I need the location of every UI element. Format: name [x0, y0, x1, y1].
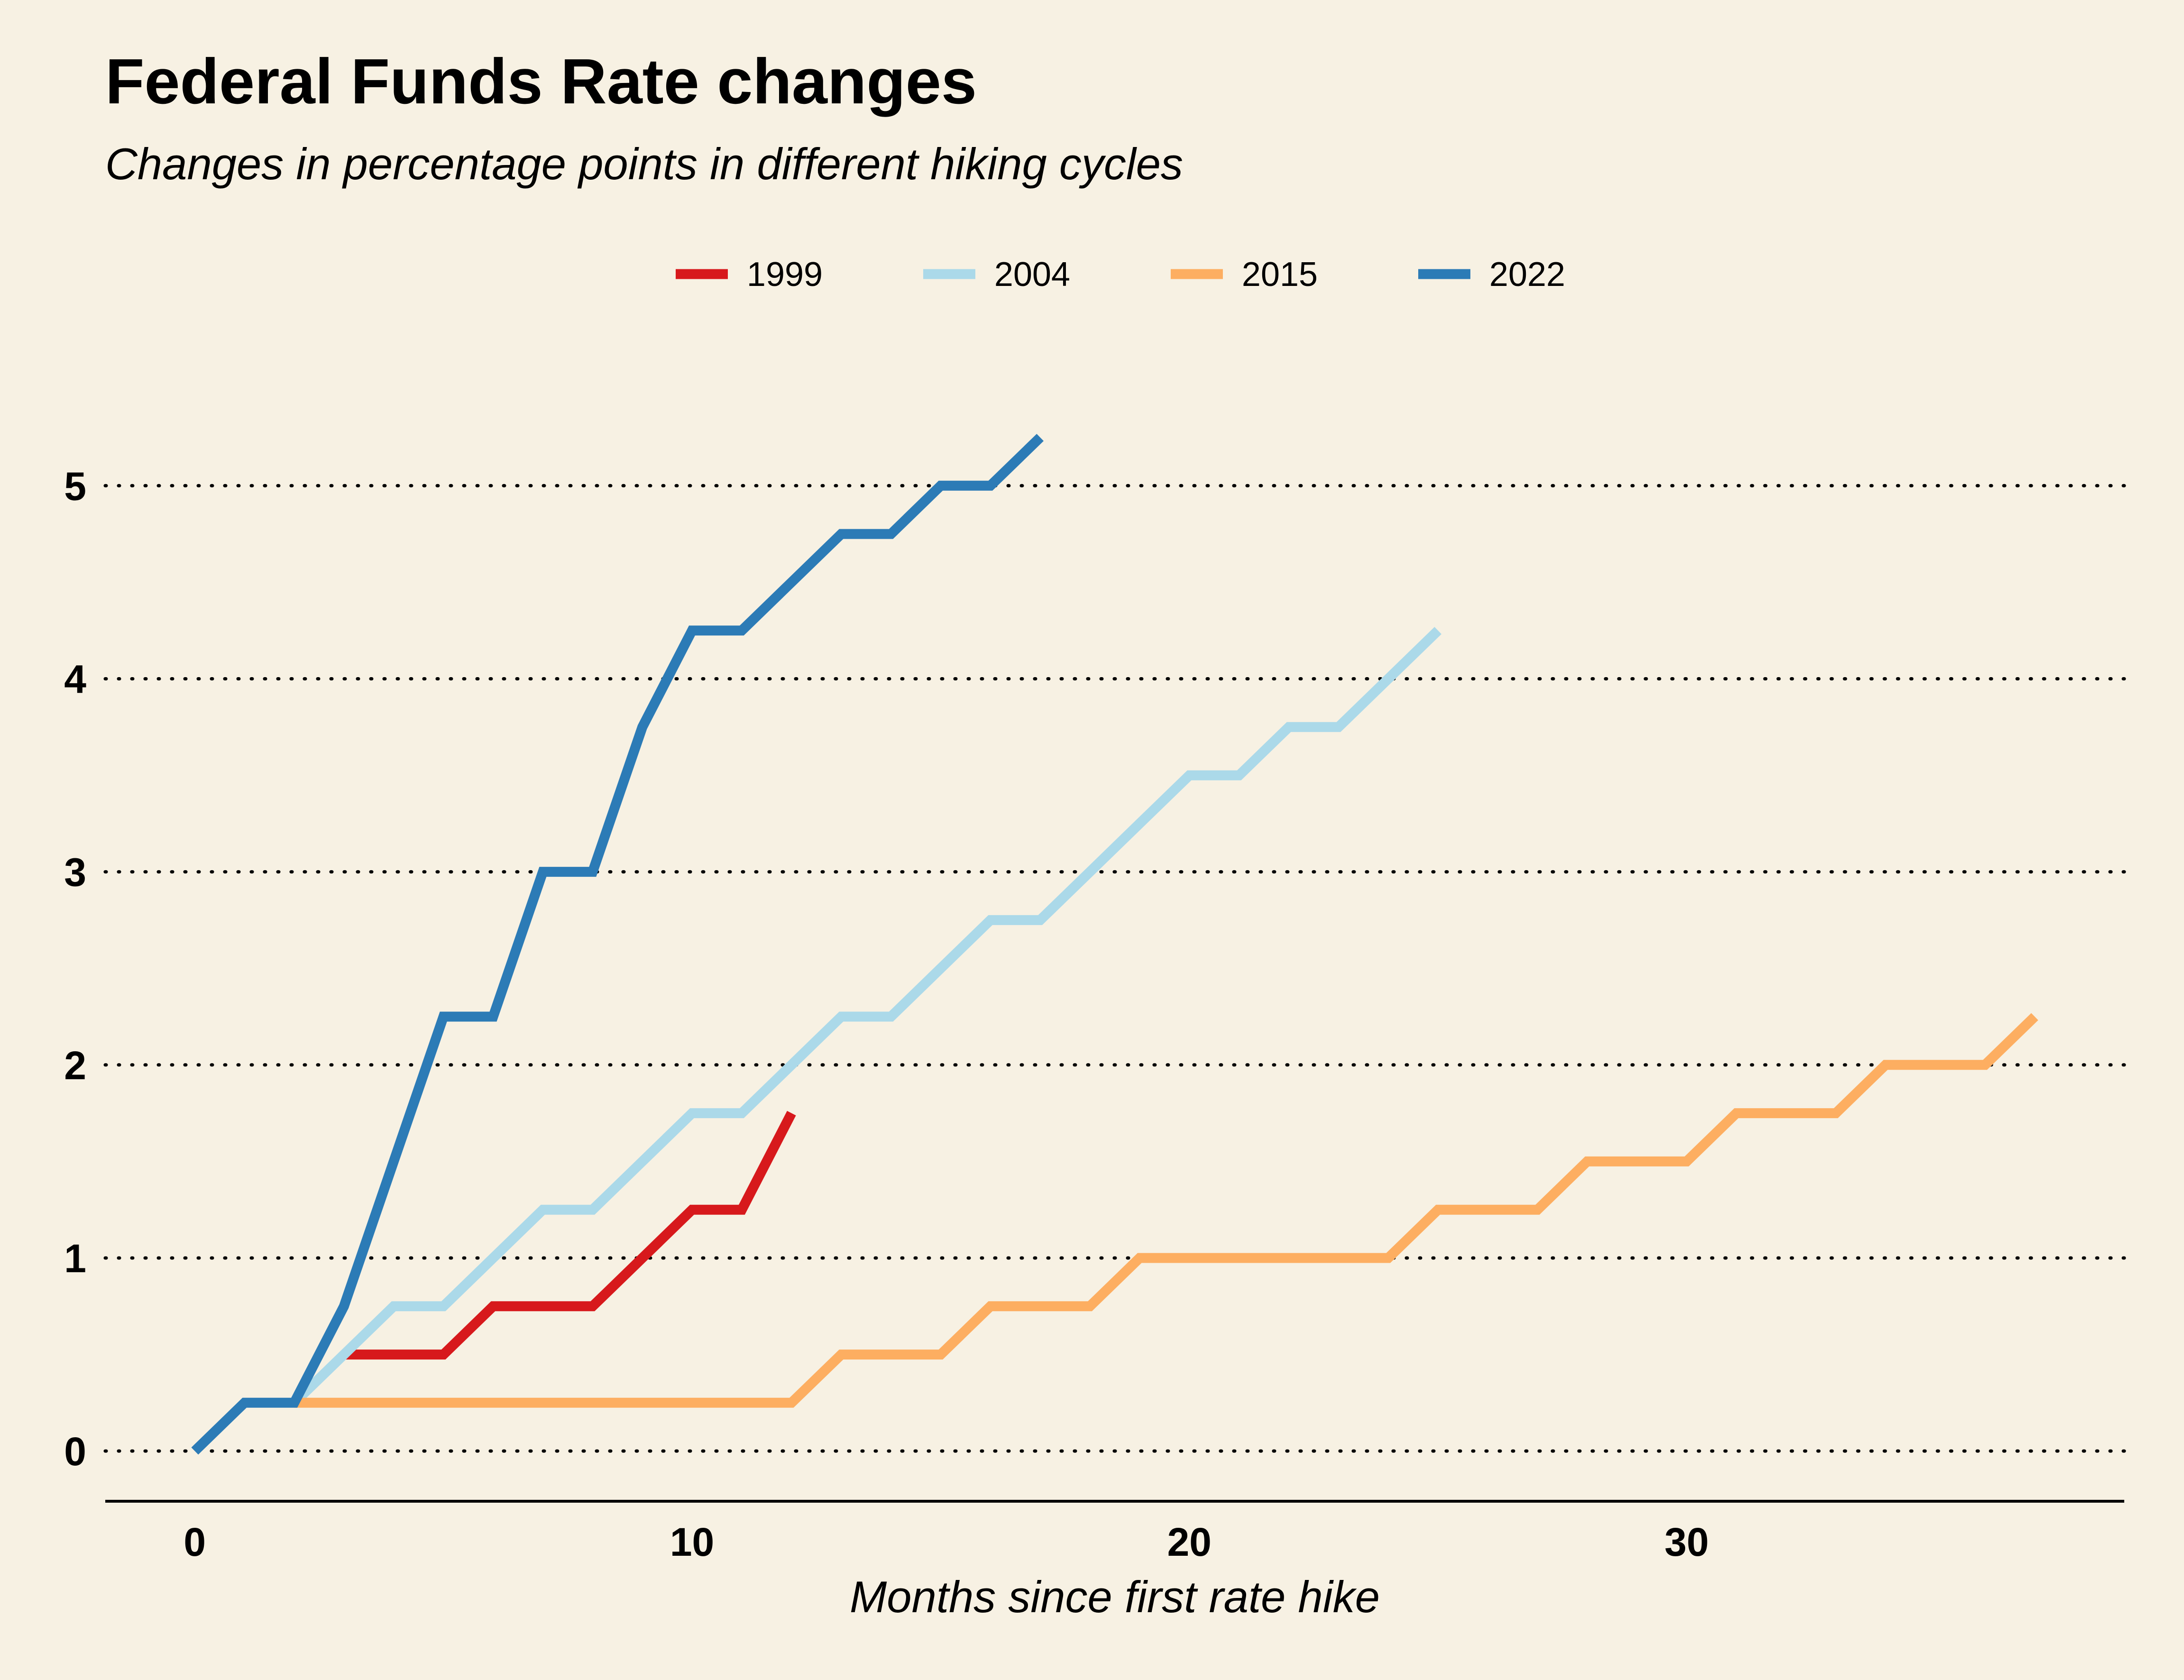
legend: 1999 2004 2015 2022 — [676, 256, 1565, 294]
series-lines — [191, 433, 2038, 1455]
chart-title: Federal Funds Rate changes — [105, 46, 977, 117]
series-line-2004 — [291, 627, 1442, 1406]
series-line-1999 — [344, 1111, 796, 1360]
y-tick-label: 4 — [64, 657, 86, 701]
y-tick-label: 1 — [64, 1236, 86, 1281]
legend-label-2015: 2015 — [1242, 256, 1318, 294]
y-tick-label: 5 — [64, 464, 86, 508]
y-axis: 0 1 2 3 4 5 — [64, 464, 86, 1474]
x-tick-label: 20 — [1167, 1520, 1211, 1564]
legend-label-2004: 2004 — [994, 256, 1070, 294]
y-tick-label: 3 — [64, 850, 86, 895]
x-axis-label: Months since first rate hike — [850, 1572, 1380, 1622]
x-tick-label: 0 — [184, 1520, 206, 1564]
series-line-2015 — [294, 1013, 2038, 1408]
chart-subtitle: Changes in percentage points in differen… — [105, 139, 1183, 189]
y-tick-label: 2 — [64, 1043, 86, 1088]
x-axis: 0 10 20 30 — [184, 1520, 1708, 1564]
legend-label-2022: 2022 — [1489, 256, 1565, 294]
series-line-2022 — [191, 433, 1044, 1455]
legend-label-1999: 1999 — [747, 256, 823, 294]
x-tick-label: 30 — [1664, 1520, 1708, 1564]
x-tick-label: 10 — [670, 1520, 714, 1564]
gridlines — [103, 484, 2126, 1453]
y-tick-label: 0 — [64, 1429, 86, 1474]
